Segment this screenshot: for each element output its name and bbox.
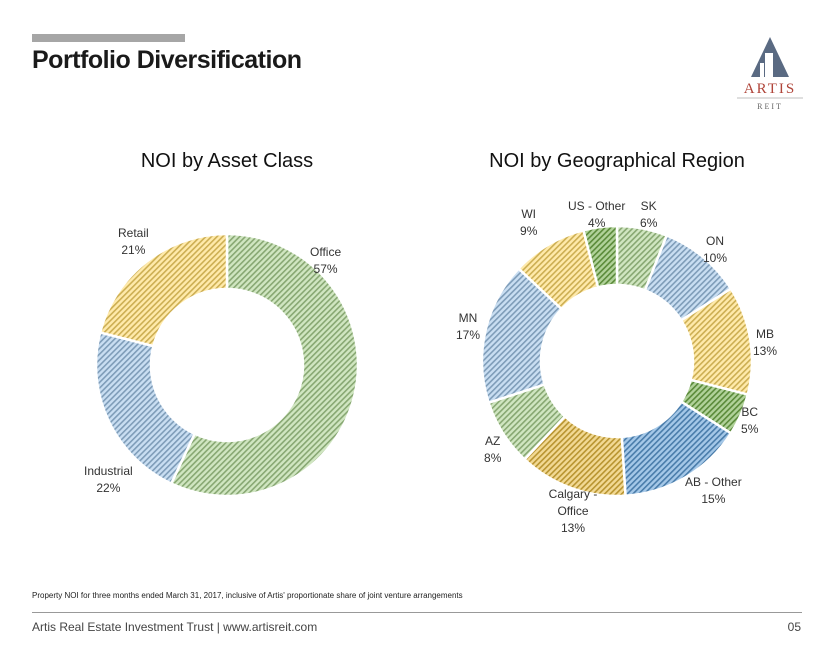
artis-logo: ARTIS REIT [737,37,803,111]
page-title: Portfolio Diversification [32,46,302,74]
asset-slice-office [169,232,360,498]
label-mn: MN 17% [456,311,481,342]
label-sk: SK 6% [640,199,658,230]
label-us-other: US - Other 4% [568,199,626,230]
svg-text:REIT: REIT [757,102,783,111]
asset-slice-industrial [94,330,197,486]
footnote: Property NOI for three months ended Marc… [32,591,463,600]
region-chart-title: NOI by Geographical Region [489,150,745,172]
label-ab-other: AB - Other 15% [685,475,742,506]
footer-divider [32,612,802,613]
asset-chart-title: NOI by Asset Class [140,150,314,172]
asset-slice-retail [98,232,229,348]
page-number: 05 [787,620,801,634]
title-accent-bar [32,34,185,42]
label-bc: BC 5% [741,405,759,436]
footer-text: Artis Real Estate Investment Trust | www… [32,620,318,634]
label-az: AZ 8% [484,434,502,465]
label-on: ON 10% [703,234,728,265]
region-slice-us-other [581,224,619,289]
svg-text:ARTIS: ARTIS [744,81,796,97]
label-wi: WI 9% [520,207,538,238]
label-calgary-office: Calgary - Office 13% [548,487,598,535]
label-industrial: Industrial 22% [84,464,133,495]
label-office: Office 57% [310,245,342,276]
label-mb: MB 13% [753,327,778,358]
label-retail: Retail 21% [118,226,149,257]
